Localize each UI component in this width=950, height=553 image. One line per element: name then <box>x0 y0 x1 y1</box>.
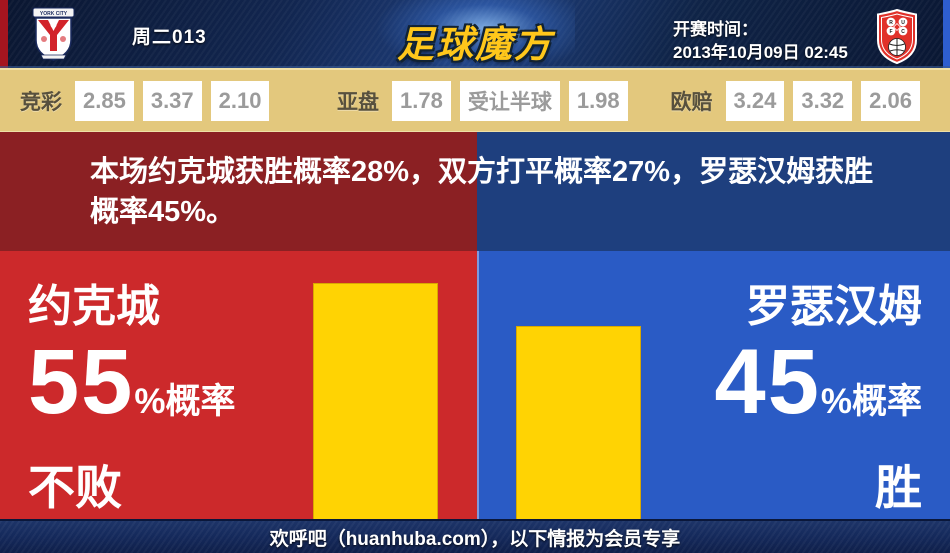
site-logo-wrap: 足球魔方 <box>365 0 585 74</box>
right-blue-strip <box>943 0 950 68</box>
forecast-band-red-bg <box>0 132 477 251</box>
oupei-home-odds: 3.24 <box>725 80 785 121</box>
jingcai-away-odds: 2.10 <box>210 80 270 121</box>
home-panel-text: 约克城 55%概率 不败 <box>28 281 235 514</box>
site-logo: 足球魔方 <box>397 24 553 65</box>
left-red-strip <box>0 0 8 68</box>
home-team-name: 约克城 <box>28 282 160 331</box>
oupei-away-odds: 2.06 <box>861 80 920 121</box>
yapan-label: 亚盘 <box>337 90 379 114</box>
jingcai-home-odds: 2.85 <box>75 80 134 121</box>
odds-bar: 竞彩 2.85 3.37 2.10 亚盘 1.78 受让半球 1.98 欧赔 3… <box>0 68 950 132</box>
footer-bar: 欢呼吧（huanhuba.com），以下情报为会员专享 <box>0 519 950 553</box>
oupei-draw-odds: 3.32 <box>793 80 853 121</box>
home-outcome: 不败 <box>28 461 122 514</box>
kickoff-time: 2013年10月09日 02:45 <box>673 43 848 62</box>
yapan-odds-group: 亚盘 1.78 受让半球 1.98 <box>337 70 628 131</box>
home-probability-row: 55%概率 <box>28 336 236 453</box>
jingcai-label: 竞彩 <box>20 90 62 114</box>
header: YORK CITY 周二013 足球魔方 开赛时间： 2013年10月09日 0… <box>0 0 950 74</box>
home-probability-value: 55 <box>28 331 135 433</box>
away-probability-value: 45 <box>714 331 821 433</box>
svg-text:C: C <box>901 29 905 35</box>
svg-text:U: U <box>901 20 905 26</box>
oupei-odds-group: 欧赔 3.24 3.32 2.06 <box>671 70 920 131</box>
rotherham-crest-icon: R U F C <box>876 8 918 65</box>
york-city-crest-icon: YORK CITY <box>31 7 76 64</box>
home-probability-suffix: %概率 <box>134 382 236 421</box>
yapan-handicap: 受让半球 <box>459 80 560 121</box>
jingcai-draw-odds: 3.37 <box>142 80 202 121</box>
probability-panels: 约克城 55%概率 不败 罗瑟汉姆 45%概率 胜 <box>0 251 950 519</box>
forecast-summary: 本场约克城获胜概率28%，双方打平概率27%，罗瑟汉姆获胜概率45%。 <box>90 156 874 228</box>
jingcai-odds-group: 竞彩 2.85 3.37 2.10 <box>20 70 270 131</box>
forecast-band: 本场约克城获胜概率28%，双方打平概率27%，罗瑟汉姆获胜概率45%。 <box>0 132 950 251</box>
yapan-home-odds: 1.78 <box>392 80 451 121</box>
away-team-name: 罗瑟汉姆 <box>746 282 922 331</box>
home-probability-bar <box>313 283 438 519</box>
svg-text:F: F <box>889 29 892 35</box>
footer-text: 欢呼吧（huanhuba.com），以下情报为会员专享 <box>269 528 681 550</box>
panel-divider <box>477 251 479 519</box>
logo-light-burst-icon <box>375 0 575 74</box>
kickoff-label: 开赛时间： <box>673 20 758 39</box>
svg-text:R: R <box>889 20 893 26</box>
match-code: 周二013 <box>132 27 207 48</box>
away-probability-suffix: %概率 <box>820 382 922 421</box>
forecast-band-blue-bg <box>477 132 950 251</box>
away-probability-row: 45%概率 <box>715 336 922 453</box>
away-probability-bar <box>516 326 641 519</box>
kickoff-time-block: 开赛时间： 2013年10月09日 02:45 <box>673 18 848 64</box>
svg-text:YORK CITY: YORK CITY <box>40 11 68 17</box>
away-panel-text: 罗瑟汉姆 45%概率 胜 <box>715 281 922 514</box>
away-outcome: 胜 <box>875 461 922 514</box>
oupei-label: 欧赔 <box>670 90 713 114</box>
yapan-away-odds: 1.98 <box>568 80 628 121</box>
